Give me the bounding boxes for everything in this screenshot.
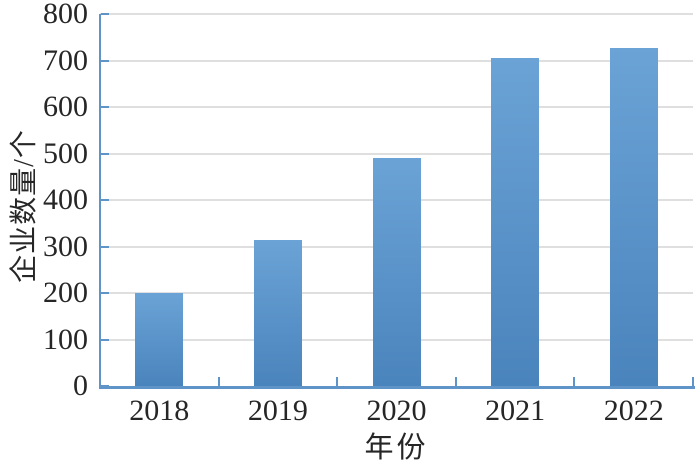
x-tick-5 bbox=[692, 377, 694, 386]
y-tick-500 bbox=[101, 152, 109, 155]
bar-2019 bbox=[253, 240, 302, 386]
y-tick-label-0: 0 bbox=[73, 369, 88, 402]
x-axis-title: 年份 bbox=[364, 432, 429, 464]
x-tick-label-2019: 2019 bbox=[247, 394, 308, 427]
gridline-700 bbox=[100, 59, 693, 62]
bar-2018 bbox=[135, 293, 184, 386]
x-tick-1 bbox=[217, 377, 220, 386]
x-tick-label-2018: 2018 bbox=[129, 394, 190, 427]
y-tick-600 bbox=[101, 106, 109, 108]
y-tick-700 bbox=[101, 59, 109, 62]
x-tick-3 bbox=[454, 377, 457, 386]
x-tick-label-2021: 2021 bbox=[485, 394, 546, 427]
y-tick-label-500: 500 bbox=[43, 136, 88, 170]
y-tick-200 bbox=[101, 292, 109, 294]
bar-2021 bbox=[491, 58, 540, 386]
y-tick-label-800: 800 bbox=[43, 0, 88, 30]
y-axis-line bbox=[99, 14, 101, 389]
y-tick-0 bbox=[101, 385, 109, 387]
y-tick-100 bbox=[101, 338, 109, 341]
y-tick-300 bbox=[101, 245, 109, 248]
gridline-800 bbox=[100, 13, 693, 15]
x-tick-2 bbox=[336, 377, 339, 386]
y-tick-label-300: 300 bbox=[43, 229, 88, 263]
x-tick-label-2022: 2022 bbox=[603, 394, 664, 427]
bar-2022 bbox=[609, 47, 658, 386]
y-tick-label-200: 200 bbox=[43, 276, 88, 309]
x-tick-4 bbox=[573, 377, 576, 386]
y-tick-800 bbox=[101, 13, 109, 15]
x-tick-label-2020: 2020 bbox=[366, 394, 427, 427]
gridline-600 bbox=[100, 106, 693, 108]
y-tick-label-600: 600 bbox=[43, 90, 88, 123]
y-tick-label-100: 100 bbox=[43, 322, 88, 356]
y-tick-label-700: 700 bbox=[43, 43, 88, 77]
gridline-500 bbox=[100, 152, 693, 155]
x-axis-line bbox=[99, 386, 695, 389]
bar-2020 bbox=[372, 158, 421, 386]
y-tick-label-400: 400 bbox=[43, 183, 88, 216]
y-tick-400 bbox=[101, 199, 109, 201]
